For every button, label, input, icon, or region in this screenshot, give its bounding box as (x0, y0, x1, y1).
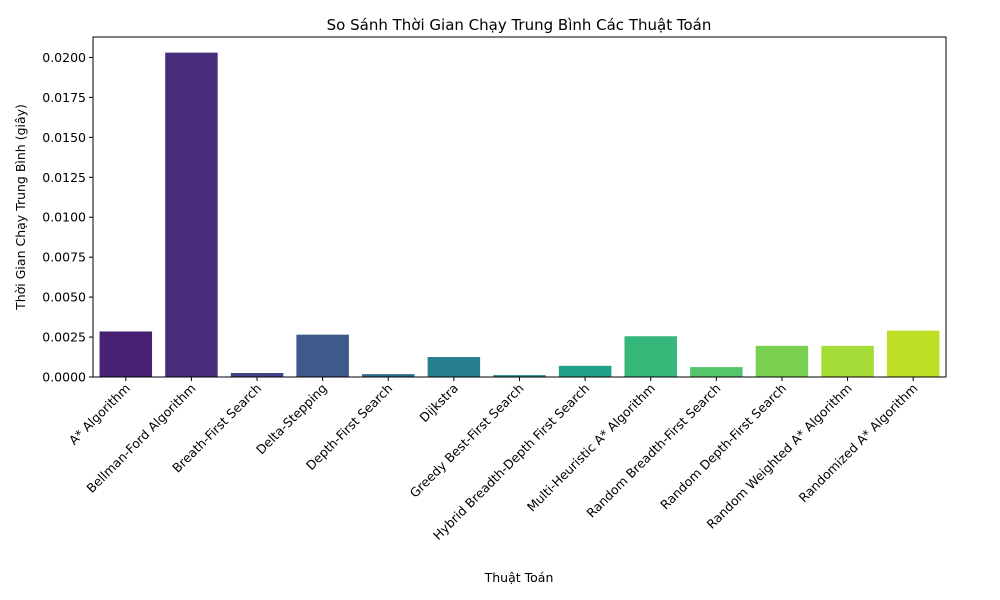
bar-hybrid-breadth-depth-first-search (558, 365, 612, 377)
y-tick-label: 0.0200 (42, 50, 86, 65)
y-tick-label: 0.0175 (42, 90, 86, 105)
bar-delta-stepping (296, 334, 349, 377)
x-tick-label: Multi-Heuristic A* Algorithm (524, 381, 658, 515)
x-tick-label: Randomized A* Algorithm (796, 381, 921, 506)
bar-a-algorithm (99, 331, 153, 377)
y-tick-label: 0.0100 (42, 210, 86, 225)
x-tick-label: Random Weighted A* Algorithm (703, 381, 854, 532)
x-tick-label: Bellman-Ford Algorithm (83, 381, 198, 496)
y-tick-label: 0.0050 (42, 290, 86, 305)
chart-title: So Sánh Thời Gian Chạy Trung Bình Các Th… (327, 16, 712, 34)
bar-greedy-best-first-search (493, 375, 546, 377)
x-tick-label: Random Depth-First Search (657, 381, 789, 513)
bar-bellman-ford-algorithm (165, 52, 218, 377)
bar-random-breadth-first-search (690, 367, 743, 377)
bar-dijkstra (427, 357, 481, 377)
bar-randomized-a-algorithm (886, 330, 940, 377)
bar-multi-heuristic-a-algorithm (624, 336, 677, 377)
y-tick-label: 0.0000 (42, 370, 86, 385)
y-axis-label: Thời Gian Chạy Trung Bình (giây) (13, 104, 28, 311)
bar-random-depth-first-search (755, 345, 809, 377)
bars-group (99, 52, 940, 377)
bar-depth-first-search (362, 374, 415, 377)
x-tick-label: Random Breadth-First Search (583, 381, 723, 521)
x-tick-label: Dijkstra (416, 381, 461, 426)
bar-breath-first-search (230, 373, 284, 377)
x-axis-label: Thuật Toán (484, 570, 554, 585)
y-axis: 0.0000 0.0025 0.0050 0.0075 0.0100 0.0125 0.01… (42, 50, 93, 385)
y-tick-label: 0.0025 (42, 330, 86, 345)
y-tick-label: 0.0125 (42, 170, 86, 185)
plot-frame (92, 36, 947, 378)
x-tick-label: A* Algorithm (66, 381, 133, 448)
y-tick-label: 0.0075 (42, 250, 86, 265)
y-tick-label: 0.0150 (42, 130, 86, 145)
x-tick-label: Greedy Best-First Search (407, 381, 527, 501)
bar-random-weighted-a-algorithm (821, 345, 874, 377)
